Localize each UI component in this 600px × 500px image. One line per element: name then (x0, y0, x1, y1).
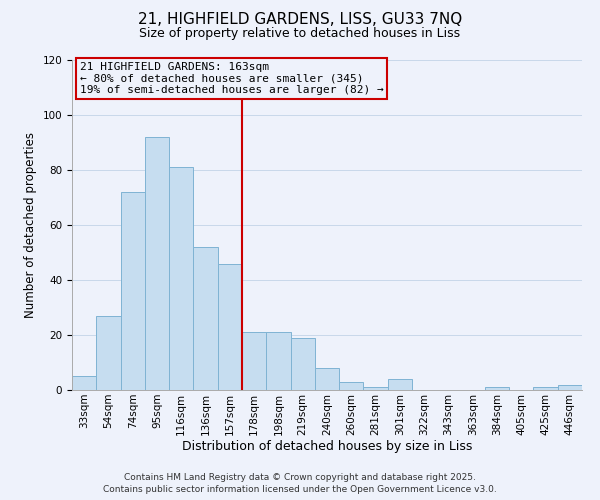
Text: 21 HIGHFIELD GARDENS: 163sqm
← 80% of detached houses are smaller (345)
19% of s: 21 HIGHFIELD GARDENS: 163sqm ← 80% of de… (80, 62, 383, 95)
Bar (558, 384, 582, 390)
Bar (266, 332, 290, 390)
Bar (315, 368, 339, 390)
Text: Size of property relative to detached houses in Liss: Size of property relative to detached ho… (139, 28, 461, 40)
Bar (364, 387, 388, 390)
Bar (485, 387, 509, 390)
Bar (72, 376, 96, 390)
Bar (96, 316, 121, 390)
Bar (145, 137, 169, 390)
Bar (169, 167, 193, 390)
Text: 21, HIGHFIELD GARDENS, LISS, GU33 7NQ: 21, HIGHFIELD GARDENS, LISS, GU33 7NQ (138, 12, 462, 28)
Bar (242, 332, 266, 390)
Bar (388, 379, 412, 390)
Bar (193, 247, 218, 390)
Bar (339, 382, 364, 390)
Y-axis label: Number of detached properties: Number of detached properties (24, 132, 37, 318)
X-axis label: Distribution of detached houses by size in Liss: Distribution of detached houses by size … (182, 440, 472, 454)
Text: Contains HM Land Registry data © Crown copyright and database right 2025.
Contai: Contains HM Land Registry data © Crown c… (103, 473, 497, 494)
Bar (121, 192, 145, 390)
Bar (218, 264, 242, 390)
Bar (533, 387, 558, 390)
Bar (290, 338, 315, 390)
